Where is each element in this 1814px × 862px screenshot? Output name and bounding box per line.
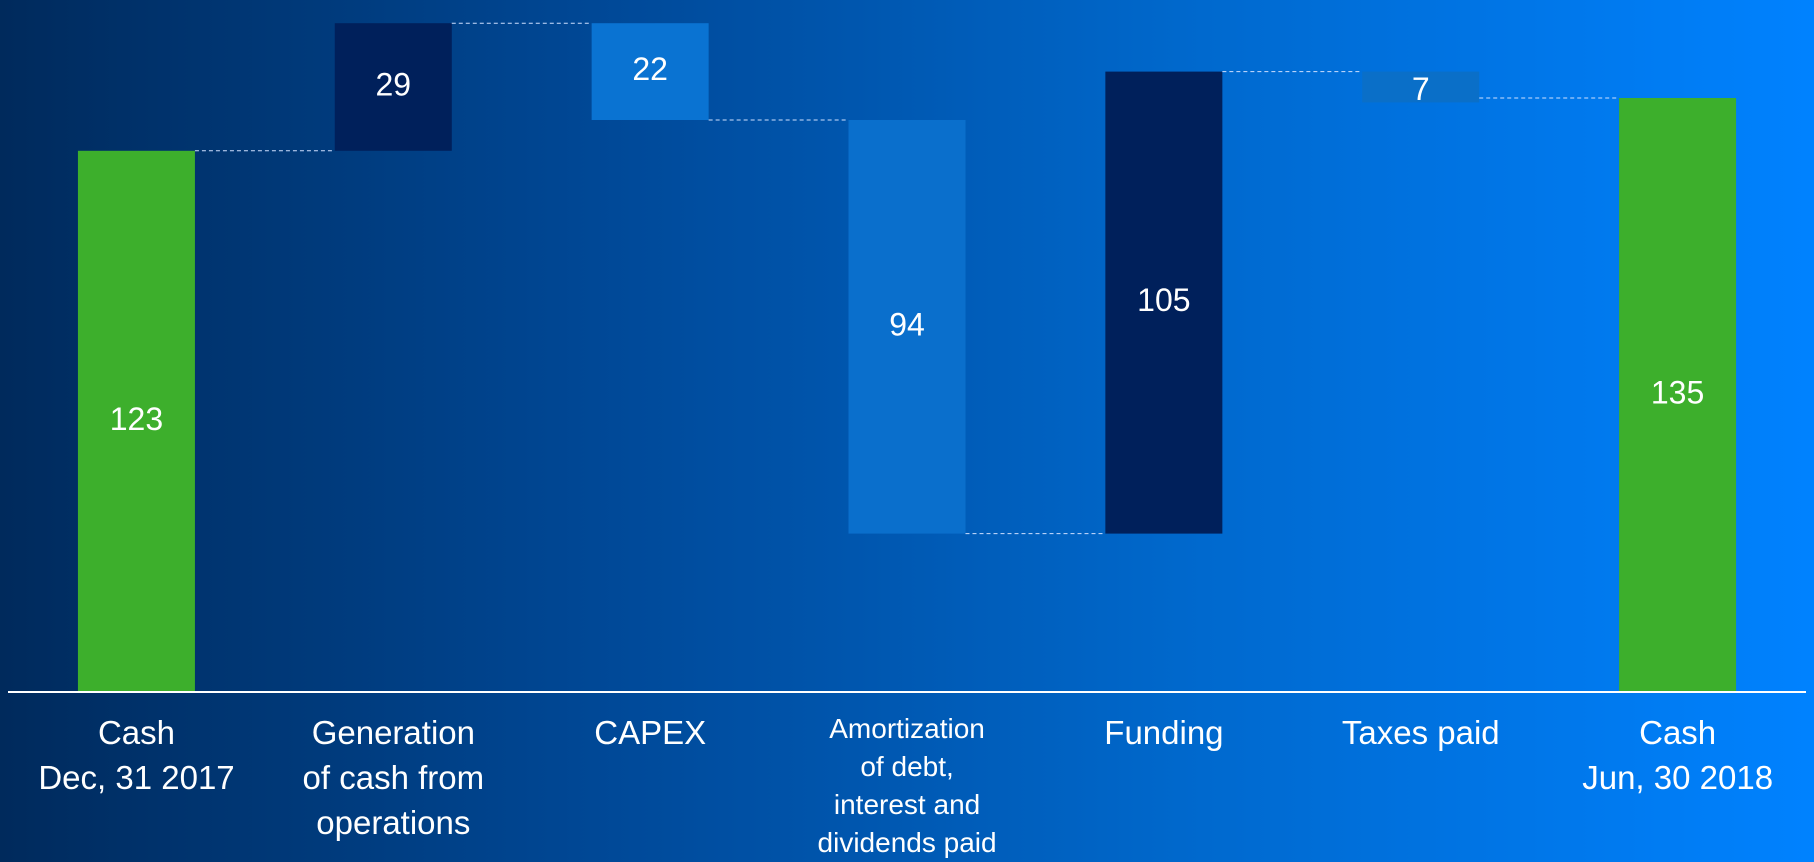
x-tick-label: Amortization of debt, interest and divid… bbox=[817, 713, 997, 858]
x-tick-label: Generation of cash from operations bbox=[302, 714, 485, 841]
value-label: 29 bbox=[375, 66, 411, 102]
x-tick-label: Cash Dec, 31 2017 bbox=[38, 714, 235, 796]
bar bbox=[848, 120, 966, 534]
value-label: 135 bbox=[1651, 374, 1704, 410]
x-tick-label: Cash Jun, 30 2018 bbox=[1582, 714, 1774, 796]
x-tick-label: Funding bbox=[1104, 714, 1224, 751]
value-label: 7 bbox=[1412, 71, 1430, 107]
x-tick-label: CAPEX bbox=[594, 714, 707, 751]
bar bbox=[334, 23, 452, 151]
value-label: 94 bbox=[889, 306, 925, 342]
bar bbox=[1105, 71, 1223, 534]
bar bbox=[1619, 98, 1737, 692]
x-tick-label: Taxes paid bbox=[1341, 714, 1500, 751]
value-label: 123 bbox=[110, 401, 163, 437]
value-label: 105 bbox=[1137, 282, 1190, 318]
bar bbox=[77, 150, 195, 693]
bar bbox=[1362, 71, 1480, 103]
bar bbox=[591, 23, 709, 121]
value-label: 22 bbox=[632, 51, 668, 87]
